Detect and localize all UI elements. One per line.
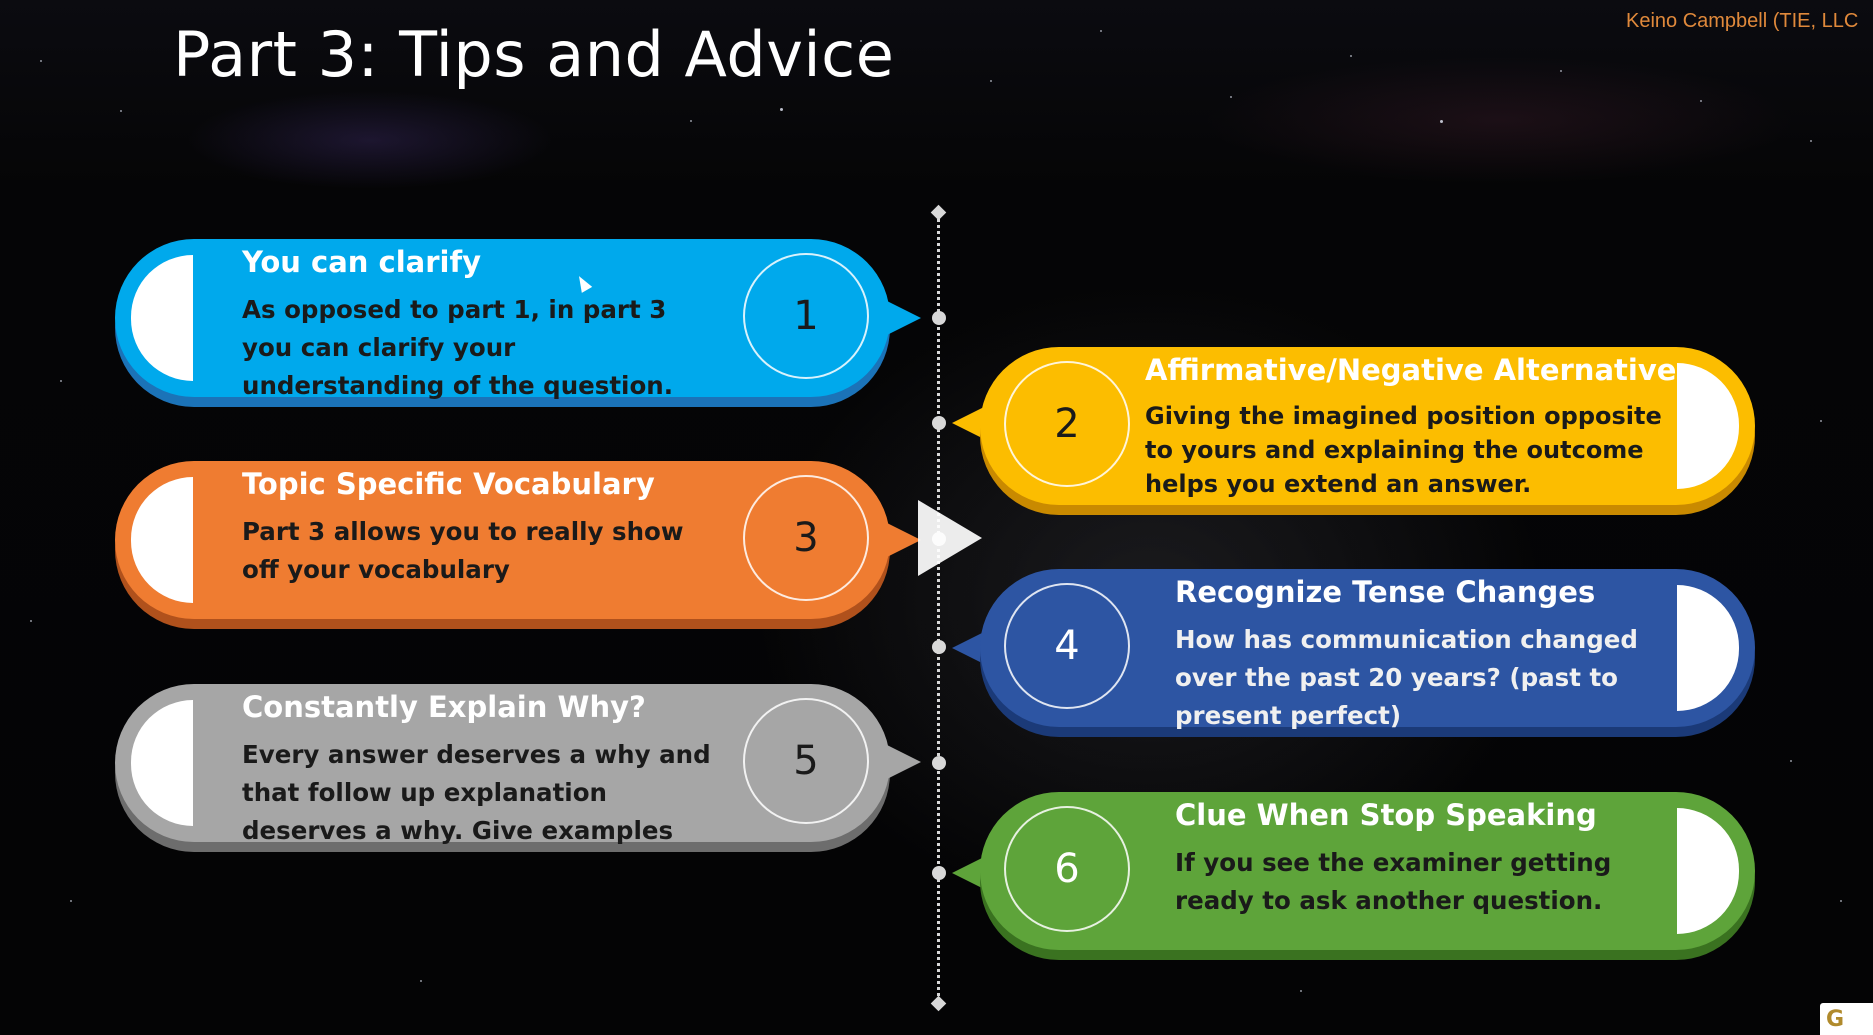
star bbox=[70, 900, 72, 902]
tip-card-1: You can clarify As opposed to part 1, in… bbox=[115, 239, 890, 407]
star bbox=[780, 108, 783, 111]
star bbox=[1100, 30, 1102, 32]
tip-text: How has communication changed over the p… bbox=[1175, 625, 1638, 730]
timeline-dot bbox=[932, 756, 946, 770]
tip-pointer bbox=[887, 301, 921, 335]
star bbox=[860, 40, 862, 42]
star bbox=[420, 980, 422, 982]
tip-heading: Clue When Stop Speaking bbox=[1175, 798, 1597, 832]
tip-text: Giving the imagined position opposite to… bbox=[1145, 402, 1662, 498]
star bbox=[690, 120, 692, 122]
star bbox=[1840, 900, 1842, 902]
author-credit: Keino Campbell (TIE, LLC bbox=[1626, 10, 1859, 32]
tip-text: As opposed to part 1, in part 3 you can … bbox=[242, 295, 674, 400]
tip-card-4: Recognize Tense Changes How has communic… bbox=[980, 569, 1755, 737]
star bbox=[1350, 55, 1352, 57]
timeline-dot bbox=[932, 311, 946, 325]
star bbox=[120, 110, 122, 112]
timeline-bottom-cap bbox=[930, 995, 947, 1012]
timeline-top-cap bbox=[930, 204, 947, 221]
tip-number-badge: 1 bbox=[743, 253, 869, 379]
tip-card-3: Topic Specific Vocabulary Part 3 allows … bbox=[115, 461, 890, 629]
tip-pointer bbox=[887, 745, 921, 779]
star bbox=[1230, 96, 1232, 98]
tip-pointer bbox=[887, 523, 921, 557]
tip-number-badge: 5 bbox=[743, 698, 869, 824]
timeline-line bbox=[937, 212, 940, 1004]
tip-text: If you see the examiner getting ready to… bbox=[1175, 848, 1612, 915]
timeline-dot bbox=[932, 866, 946, 880]
timeline-dot bbox=[932, 640, 946, 654]
star bbox=[1440, 120, 1443, 123]
tip-text: Every answer deserves a why and that fol… bbox=[242, 740, 711, 845]
tip-heading: Topic Specific Vocabulary bbox=[242, 467, 655, 501]
star bbox=[1700, 100, 1702, 102]
star bbox=[60, 380, 62, 382]
tip-number-badge: 3 bbox=[743, 475, 869, 601]
tip-heading: You can clarify bbox=[242, 245, 481, 279]
tip-card-2: Affirmative/Negative Alternative Giving … bbox=[980, 347, 1755, 515]
tip-card-6: Clue When Stop Speaking If you see the e… bbox=[980, 792, 1755, 960]
corner-logo-glyph: G bbox=[1826, 1007, 1845, 1032]
tip-number-badge: 4 bbox=[1004, 583, 1130, 709]
tip-heading: Recognize Tense Changes bbox=[1175, 575, 1596, 609]
play-button[interactable] bbox=[905, 500, 1005, 580]
star bbox=[1810, 140, 1812, 142]
star bbox=[30, 620, 32, 622]
tip-number-badge: 2 bbox=[1004, 361, 1130, 487]
play-icon bbox=[918, 500, 982, 576]
star bbox=[1560, 70, 1562, 72]
star bbox=[40, 60, 42, 62]
star bbox=[1790, 760, 1792, 762]
tip-heading: Affirmative/Negative Alternative bbox=[1145, 353, 1677, 387]
timeline-dot bbox=[932, 416, 946, 430]
star bbox=[1820, 420, 1822, 422]
tip-card-5: Constantly Explain Why? Every answer des… bbox=[115, 684, 890, 852]
corner-logo: G bbox=[1820, 1003, 1873, 1035]
star bbox=[990, 80, 992, 82]
star bbox=[1300, 990, 1302, 992]
tip-heading: Constantly Explain Why? bbox=[242, 690, 646, 724]
slide-title: Part 3: Tips and Advice bbox=[173, 18, 895, 91]
tip-text: Part 3 allows you to really show off you… bbox=[242, 517, 684, 584]
tip-number-badge: 6 bbox=[1004, 806, 1130, 932]
